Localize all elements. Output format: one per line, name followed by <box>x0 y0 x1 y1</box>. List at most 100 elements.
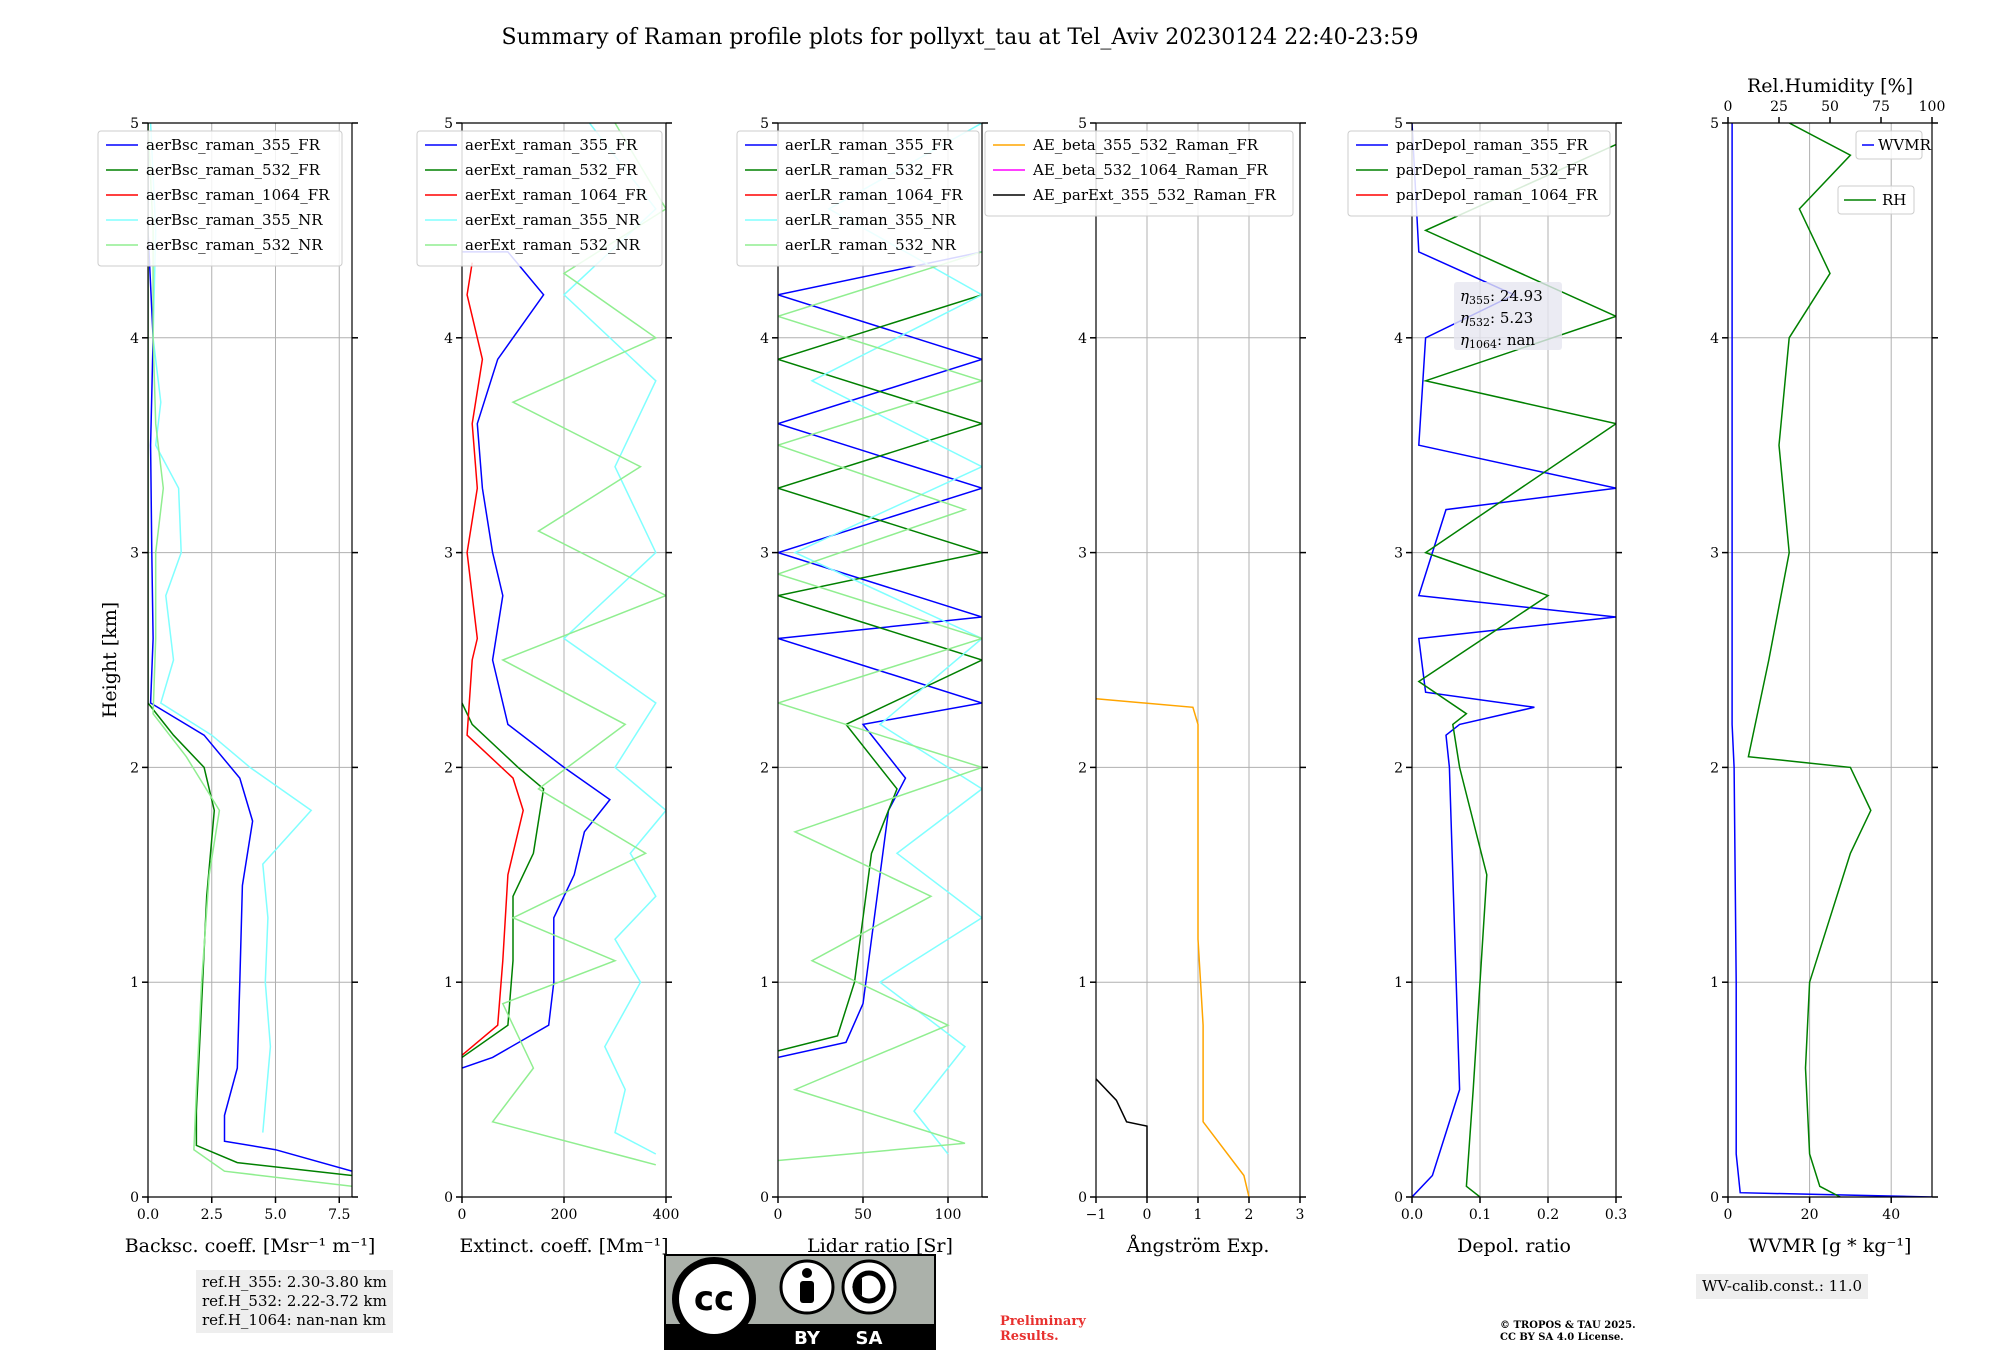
x-tick-label: 0 <box>1724 1207 1733 1223</box>
y-tick-label: 4 <box>130 331 139 347</box>
x-tick-label: 50 <box>854 1207 872 1223</box>
legend-box-wvmr <box>1855 130 1923 160</box>
series-line <box>778 251 982 1059</box>
legend-label: aerExt_raman_1064_FR <box>465 186 647 204</box>
legend-label: parDepol_raman_355_FR <box>1396 136 1589 154</box>
refh-355: ref.H_355: 2.30-3.80 km <box>202 1273 387 1291</box>
annotation-subscript: 355 <box>1469 294 1490 307</box>
legend-label: aerLR_raman_532_FR <box>785 161 954 179</box>
annotation-symbol: η <box>1460 287 1469 305</box>
y-tick-label: 4 <box>760 331 769 347</box>
x-tick-label: 0.2 <box>1537 1207 1559 1223</box>
annotation-symbol: η <box>1460 309 1469 327</box>
x-tick-label: 1 <box>1194 1207 1203 1223</box>
y-tick-label: 2 <box>760 760 769 776</box>
y-tick-label: 3 <box>130 546 139 562</box>
series-line <box>462 262 524 1056</box>
y-tick-label: 3 <box>1710 546 1719 562</box>
y-axis-label: Height [km] <box>99 602 121 718</box>
x-tick-label: 200 <box>551 1207 578 1223</box>
y-tick-label: 5 <box>1078 116 1087 132</box>
annotation-subscript: 1064 <box>1469 338 1497 351</box>
y-tick-label: 2 <box>1710 760 1719 776</box>
y-tick-label: 4 <box>1394 331 1403 347</box>
x-tick-label: 0.3 <box>1605 1207 1627 1223</box>
legend-label: AE_beta_355_532_Raman_FR <box>1032 136 1259 154</box>
legend-label: AE_beta_532_1064_Raman_FR <box>1032 161 1268 179</box>
y-tick-label: 0 <box>444 1190 453 1206</box>
x-tick-label: 40 <box>1882 1207 1900 1223</box>
legend-label: RH <box>1882 191 1906 209</box>
legend-label: aerBsc_raman_532_FR <box>146 161 321 179</box>
annotation-subscript: 532 <box>1469 316 1490 329</box>
top-x-axis-label: Rel.Humidity [%] <box>1747 75 1913 97</box>
y-tick-label: 3 <box>444 546 453 562</box>
legend-label: aerExt_raman_355_FR <box>465 136 638 154</box>
series-line <box>148 123 352 1177</box>
preliminary-note: Preliminary Results. <box>1000 1314 1086 1344</box>
legend-label: WVMR <box>1878 136 1932 154</box>
series-line <box>148 123 352 1172</box>
x-axis-label: Depol. ratio <box>1457 1235 1571 1257</box>
y-tick-label: 1 <box>1394 975 1403 991</box>
y-tick-label: 0 <box>760 1190 769 1206</box>
preliminary-line-1: Preliminary <box>1000 1314 1086 1329</box>
y-tick-label: 5 <box>760 116 769 132</box>
y-tick-label: 5 <box>1710 116 1719 132</box>
legend-label: aerBsc_raman_532_NR <box>146 236 323 254</box>
cc-sa-label: SA <box>856 1328 883 1349</box>
legend-label: parDepol_raman_532_FR <box>1396 161 1589 179</box>
series-line <box>1412 123 1616 1197</box>
legend-label: aerBsc_raman_355_FR <box>146 136 321 154</box>
series-line <box>778 251 982 1162</box>
series-line <box>462 702 545 1059</box>
y-tick-label: 0 <box>1710 1190 1719 1206</box>
y-tick-label: 2 <box>1078 760 1087 776</box>
x-tick-label: 0.0 <box>1401 1207 1423 1223</box>
x-tick-label: 0 <box>774 1207 783 1223</box>
wv-calibration-box: WV-calib.const.: 11.0 <box>1696 1274 1869 1299</box>
top-x-tick-label: 75 <box>1872 99 1890 115</box>
annotation-value: : 5.23 <box>1490 309 1533 327</box>
legend-box <box>416 130 663 267</box>
y-tick-label: 1 <box>760 975 769 991</box>
series-line <box>1731 123 1932 1197</box>
annotation-text: η1064: nan <box>1460 331 1535 351</box>
y-tick-label: 1 <box>130 975 139 991</box>
y-tick-label: 3 <box>1394 546 1403 562</box>
annotation-symbol: η <box>1460 331 1469 349</box>
annotation-box <box>1454 282 1562 350</box>
y-tick-label: 0 <box>1078 1190 1087 1206</box>
y-tick-label: 4 <box>1710 331 1719 347</box>
reference-height-box: ref.H_355: 2.30-3.80 km ref.H_532: 2.22-… <box>196 1270 393 1333</box>
series-line <box>1096 697 1250 1197</box>
series-line <box>491 123 666 1166</box>
legend-box <box>1347 130 1611 217</box>
series-line <box>793 123 982 1155</box>
preliminary-line-2: Results. <box>1000 1329 1059 1344</box>
panels: 0 1 2 3 4 5 0.0 2.5 5.0 7.5 Backsc. coeff. [Msr⁻¹ … <box>97 75 1945 1257</box>
wv-calibration-text: WV-calib.const.: 11.0 <box>1702 1277 1863 1295</box>
y-tick-label: 3 <box>760 546 769 562</box>
copyright-line-1: © TROPOS & TAU 2025. <box>1500 1320 1636 1331</box>
legend-label: aerLR_raman_1064_FR <box>785 186 963 204</box>
y-tick-label: 5 <box>1394 116 1403 132</box>
legend-label: parDepol_raman_1064_FR <box>1396 186 1598 204</box>
y-tick-label: 1 <box>1710 975 1719 991</box>
y-tick-label: 4 <box>1078 331 1087 347</box>
x-tick-label: 20 <box>1801 1207 1819 1223</box>
y-tick-label: 5 <box>130 116 139 132</box>
annotation-value: : 24.93 <box>1490 287 1543 305</box>
series-line <box>562 123 666 1155</box>
y-tick-label: 1 <box>444 975 453 991</box>
x-tick-label: 400 <box>653 1207 680 1223</box>
figure-title: Summary of Raman profile plots for polly… <box>502 25 1419 50</box>
y-tick-label: 0 <box>130 1190 139 1206</box>
legend-label: aerExt_raman_532_NR <box>465 236 641 254</box>
legend-box <box>736 130 980 267</box>
panel-5: 0 1 2 3 4 5 0.0 0.1 0.2 0.3 Depol. ratio parDepol_r… <box>1347 116 1627 1257</box>
y-tick-label: 4 <box>444 331 453 347</box>
